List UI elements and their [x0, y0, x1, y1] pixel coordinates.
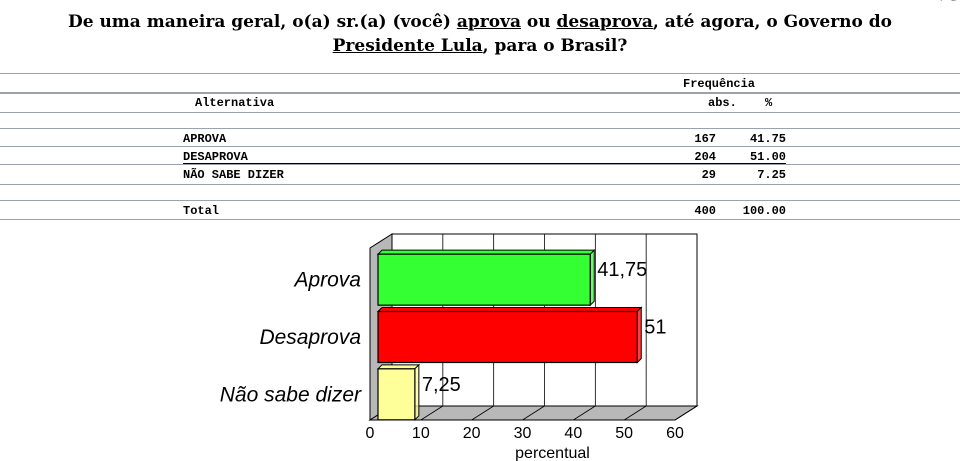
row-abs-aprova: 167: [694, 132, 716, 146]
gridline-floor: [573, 405, 596, 421]
gridline-floor: [674, 405, 698, 421]
row-pct-desaprova: 51.00: [749, 150, 786, 164]
abs-header: abs.: [708, 96, 737, 110]
bar: [377, 368, 416, 421]
question-title: De uma maneira geral, o(a) sr.(a) (você)…: [0, 10, 960, 58]
row-label-aprova: APROVA: [183, 132, 227, 146]
category-label: Não sabe dizer: [220, 383, 362, 406]
question-part1: De uma maneira geral, o(a) sr.(a) (você): [67, 12, 457, 32]
x-tick-label: 60: [666, 425, 684, 442]
table-rule: [0, 73, 960, 74]
table-rule: [0, 164, 960, 165]
x-tick-label: 20: [463, 425, 481, 442]
x-tick-label: 0: [366, 425, 375, 442]
data-label: 51: [644, 317, 666, 339]
question-desaprova: desaprova: [556, 12, 653, 32]
question-part2: , até agora, o Governo do: [652, 12, 893, 32]
data-label: 41,75: [597, 259, 647, 281]
category-label: Aprova: [292, 269, 361, 292]
table-rule: [0, 112, 960, 113]
row-label-desaprova: DESAPROVA: [183, 150, 248, 164]
total-label: Total: [183, 204, 220, 218]
row-pct-nao-sabe: 7.25: [757, 168, 786, 182]
x-tick-label: 50: [615, 425, 633, 442]
freq-header: Frequência: [683, 77, 756, 91]
x-tick-label: 10: [412, 425, 430, 442]
row-abs-desaprova: 204: [694, 150, 716, 164]
row-label-nao-sabe: NÃO SABE DIZER: [183, 168, 284, 182]
bar-top-face: [376, 307, 643, 312]
alt-header: Alternativa: [195, 96, 275, 110]
gridline-floor: [420, 405, 444, 421]
total-pct: 100.00: [742, 204, 786, 218]
gridline-floor: [623, 405, 647, 421]
bar: [377, 310, 638, 364]
bar-top-face: [376, 364, 421, 370]
question-presidente: Presidente Lula: [332, 36, 483, 56]
data-label: 7,25: [422, 374, 461, 396]
table-rule: [0, 219, 960, 220]
table-rule: [0, 200, 960, 201]
question-or: ou: [520, 12, 557, 32]
gridline-floor: [471, 405, 494, 421]
table-rule: [0, 184, 960, 185]
table-rule: [0, 92, 960, 94]
question-aprova: aprova: [456, 12, 521, 32]
row-abs-nao-sabe: 29: [701, 168, 716, 182]
gridline-floor: [522, 405, 545, 421]
table-rule: [0, 146, 960, 147]
pct-header: %: [765, 96, 773, 110]
question-part3: , para o Brasil?: [482, 36, 628, 56]
table-rule: [0, 128, 960, 129]
table-rule: [183, 163, 786, 164]
x-axis-label: percentual: [515, 445, 590, 461]
category-label: Desaprova: [259, 326, 361, 349]
x-tick-label: 30: [514, 425, 532, 442]
total-abs: 400: [694, 204, 716, 218]
corner-mark: F L: [940, 0, 956, 4]
bar: [377, 253, 591, 306]
x-tick-label: 40: [564, 425, 582, 442]
bar-chart: 41,75 Aprova 51 Desaprova 7,25 Não sabe dizer…: [220, 233, 699, 461]
row-pct-aprova: 41.75: [749, 132, 786, 146]
